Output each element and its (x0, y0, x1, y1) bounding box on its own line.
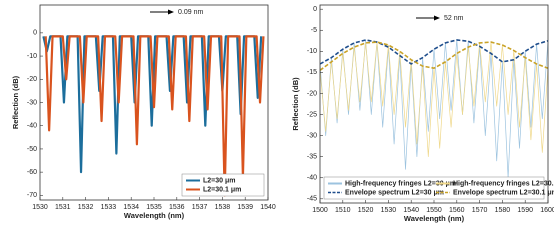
arrow-annotation-right: 52 nm (416, 15, 464, 22)
x-tick-label: 1520 (358, 207, 374, 214)
legend: High-frequency fringes L2=30 μmHigh-freq… (323, 176, 554, 200)
x-tick-label: 1532 (78, 204, 94, 211)
y-tick-label: -5 (311, 27, 317, 34)
legend-box (323, 176, 545, 200)
legend-label: Envelope spectrum L2=30 μm (345, 189, 444, 196)
y-tick-label: -50 (27, 146, 37, 153)
annotation: 0.09 nm (178, 9, 203, 16)
y-tick-label: -35 (307, 154, 317, 161)
series-line (44, 35, 265, 197)
x-tick-label: 1530 (32, 204, 48, 211)
panel: 1500 1510 1520 1530 1540 1550 1560 1570 1580 1590… (291, 4, 554, 223)
x-tick-label: 1560 (449, 207, 465, 214)
legend-label: High-frequency fringes L2=30 μm (345, 180, 456, 187)
y-tick-label: -30 (307, 132, 317, 139)
x-tick-label: 1580 (495, 207, 511, 214)
y-tick-label: -15 (307, 69, 317, 76)
plot-frame (319, 4, 549, 204)
series-line (42, 35, 263, 174)
series-line (320, 41, 548, 71)
legend-box (181, 173, 265, 197)
y-tick-label: -10 (307, 48, 317, 55)
y-tick-label: -20 (307, 90, 317, 97)
y-tick-label: 0 (33, 30, 37, 37)
x-tick-label: 1537 (192, 204, 208, 211)
y-tick-label: -40 (307, 175, 317, 182)
x-tick-label: 1539 (237, 204, 253, 211)
plot-area (42, 35, 265, 197)
y-tick-label: -70 (27, 192, 37, 199)
figure: 1500 1510 1520 1530 1540 1550 1560 1570 1580 1590… (11, 4, 554, 223)
x-tick-label: 1500 (312, 207, 328, 214)
x-tick-label: 1600 (540, 207, 554, 214)
x-tick-label: 1540 (403, 207, 419, 214)
legend: L2=30 μm L2=30.1 μm (181, 173, 265, 197)
annotation: 52 nm (444, 15, 464, 22)
legend-label: Envelope spectrum L2=30.1 μm (453, 189, 554, 196)
x-axis-title: Wavelength (nm) (404, 214, 465, 223)
legend-label: L2=30.1 μm (203, 186, 241, 193)
x-tick-label: 1590 (517, 207, 533, 214)
series-line (320, 39, 548, 179)
y-axis-title: Reflection (dB) (291, 77, 300, 131)
y-axis-title: Reflection (dB) (11, 75, 20, 129)
x-tick-label: 1530 (381, 207, 397, 214)
legend-label: High-frequency fringes L2=30.1 μm (453, 180, 554, 187)
x-tick-label: 1510 (335, 207, 351, 214)
y-tick-label: 0 (313, 6, 317, 13)
y-tick-label: -40 (27, 123, 37, 130)
x-tick-label: 1536 (169, 204, 185, 211)
y-tick-label: -10 (27, 53, 37, 60)
arrow-head (434, 15, 440, 21)
plot-area (320, 39, 548, 179)
x-tick-label: 1570 (472, 207, 488, 214)
x-tick-label: 1540 (260, 204, 276, 211)
series-line (320, 39, 548, 65)
x-axis-title: Wavelength (nm) (124, 211, 185, 220)
arrow-annotation-left: 0.09 nm (150, 9, 203, 16)
x-tick-label: 1534 (123, 204, 139, 211)
y-tick-label: -60 (27, 169, 37, 176)
arrow-head (168, 9, 174, 15)
panel: 1530 1531 1532 1533 1534 1535 1536 1537 1538 1539… (11, 4, 276, 220)
y-tick-label: -20 (27, 76, 37, 83)
legend-label: L2=30 μm (203, 177, 236, 184)
y-tick-label: -25 (307, 111, 317, 118)
y-tick-label: -30 (27, 99, 37, 106)
x-tick-label: 1538 (215, 204, 231, 211)
y-tick-label: -45 (307, 196, 317, 203)
x-tick-label: 1550 (426, 207, 442, 214)
x-tick-label: 1531 (55, 204, 71, 211)
x-tick-label: 1535 (146, 204, 162, 211)
x-tick-label: 1533 (101, 204, 117, 211)
